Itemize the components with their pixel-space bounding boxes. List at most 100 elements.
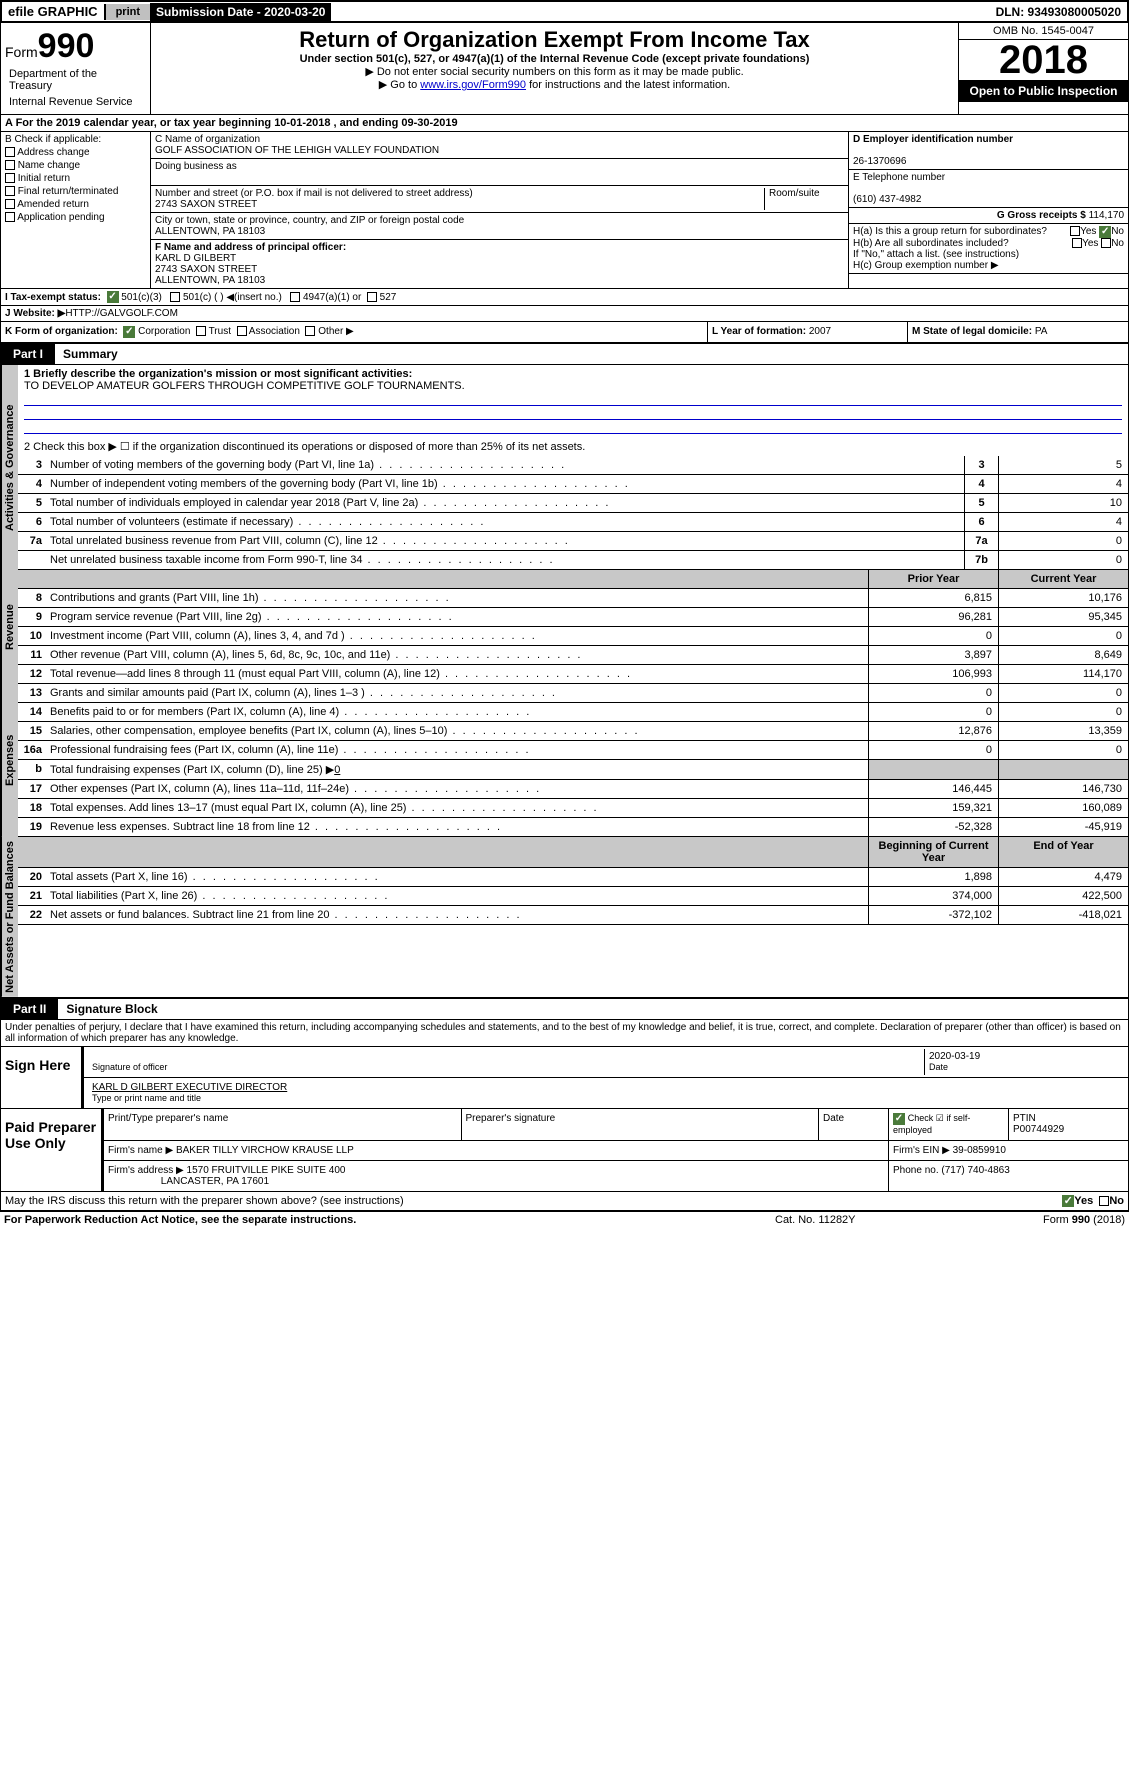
ein: 26-1370696 bbox=[853, 156, 906, 167]
discuss-yes-checkbox[interactable]: ✓ bbox=[1062, 1195, 1074, 1207]
goto-note: ▶ Go to www.irs.gov/Form990 for instruct… bbox=[155, 78, 954, 91]
section-a-dates: A For the 2019 calendar year, or tax yea… bbox=[0, 114, 1129, 132]
end-year-header: End of Year bbox=[998, 837, 1128, 867]
table-row: 18 Total expenses. Add lines 13–17 (must… bbox=[18, 799, 1128, 818]
org-name: GOLF ASSOCIATION OF THE LEHIGH VALLEY FO… bbox=[155, 145, 844, 156]
table-row: 9 Program service revenue (Part VIII, li… bbox=[18, 608, 1128, 627]
row-k: K Form of organization: ✓ Corporation Tr… bbox=[0, 322, 1129, 343]
table-row: 20 Total assets (Part X, line 16) 1,898 … bbox=[18, 868, 1128, 887]
paid-preparer-label: Paid Preparer Use Only bbox=[1, 1109, 101, 1191]
part1-body: Activities & Governance 1 Briefly descri… bbox=[0, 365, 1129, 570]
org-city: ALLENTOWN, PA 18103 bbox=[155, 226, 844, 237]
501c-checkbox[interactable] bbox=[170, 292, 180, 302]
firm-address: 1570 FRUITVILLE PIKE SUITE 400 bbox=[187, 1165, 346, 1176]
col-right: D Employer identification number 26-1370… bbox=[848, 132, 1128, 288]
dln: DLN: 93493080005020 bbox=[990, 3, 1127, 21]
efile-label: efile GRAPHIC bbox=[2, 2, 104, 21]
dept-irs: Internal Revenue Service bbox=[5, 94, 146, 110]
ptin: P00744929 bbox=[1013, 1124, 1064, 1135]
prior-year-header: Prior Year bbox=[868, 570, 998, 588]
sig-date: 2020-03-19 bbox=[929, 1051, 980, 1062]
table-row: Net unrelated business taxable income fr… bbox=[18, 551, 1128, 570]
firm-name: BAKER TILLY VIRCHOW KRAUSE LLP bbox=[176, 1145, 354, 1156]
telephone: (610) 437-4982 bbox=[853, 194, 921, 205]
org-info-block: B Check if applicable: Address change Na… bbox=[0, 132, 1129, 289]
current-year-header: Current Year bbox=[998, 570, 1128, 588]
part1-netassets: Net Assets or Fund Balances Beginning of… bbox=[0, 837, 1129, 998]
table-row: 5 Total number of individuals employed i… bbox=[18, 494, 1128, 513]
hb-no-checkbox[interactable] bbox=[1101, 238, 1111, 248]
table-row: 14 Benefits paid to or for members (Part… bbox=[18, 703, 1128, 722]
hb-yes-checkbox[interactable] bbox=[1072, 238, 1082, 248]
table-row: 17 Other expenses (Part IX, column (A), … bbox=[18, 780, 1128, 799]
website-url: HTTP://GALVGOLF.COM bbox=[65, 308, 178, 319]
ha-yes-checkbox[interactable] bbox=[1070, 226, 1080, 236]
ssn-note: ▶ Do not enter social security numbers o… bbox=[155, 65, 954, 78]
other-checkbox[interactable] bbox=[305, 326, 315, 336]
initial-return-checkbox[interactable] bbox=[5, 173, 15, 183]
vert-revenue: Revenue bbox=[1, 570, 18, 684]
beg-year-header: Beginning of Current Year bbox=[868, 837, 998, 867]
irs-link[interactable]: www.irs.gov/Form990 bbox=[420, 79, 526, 91]
527-checkbox[interactable] bbox=[367, 292, 377, 302]
officer-printed-name: KARL D GILBERT EXECUTIVE DIRECTOR bbox=[92, 1082, 287, 1093]
table-row: 16a Professional fundraising fees (Part … bbox=[18, 741, 1128, 760]
corp-checkbox[interactable]: ✓ bbox=[123, 326, 135, 338]
table-row: 4 Number of independent voting members o… bbox=[18, 475, 1128, 494]
app-pending-checkbox[interactable] bbox=[5, 212, 15, 222]
4947-checkbox[interactable] bbox=[290, 292, 300, 302]
table-row: 11 Other revenue (Part VIII, column (A),… bbox=[18, 646, 1128, 665]
self-employed-checkbox[interactable]: ✓ bbox=[893, 1113, 905, 1125]
table-row: 3 Number of voting members of the govern… bbox=[18, 456, 1128, 475]
col-b-checkboxes: B Check if applicable: Address change Na… bbox=[1, 132, 151, 288]
address-change-checkbox[interactable] bbox=[5, 147, 15, 157]
discuss-no-checkbox[interactable] bbox=[1099, 1196, 1109, 1206]
table-row: 8 Contributions and grants (Part VIII, l… bbox=[18, 589, 1128, 608]
form-number: Form990 bbox=[5, 27, 146, 66]
table-row: 7a Total unrelated business revenue from… bbox=[18, 532, 1128, 551]
final-return-checkbox[interactable] bbox=[5, 186, 15, 196]
name-change-checkbox[interactable] bbox=[5, 160, 15, 170]
table-row: 15 Salaries, other compensation, employe… bbox=[18, 722, 1128, 741]
gross-receipts: 114,170 bbox=[1089, 210, 1124, 221]
part1-revenue: Revenue Prior Year Current Year 8 Contri… bbox=[0, 570, 1129, 684]
form-header: Form990 Department of the Treasury Inter… bbox=[0, 23, 1129, 114]
trust-checkbox[interactable] bbox=[196, 326, 206, 336]
top-bar: efile GRAPHIC print Submission Date - 20… bbox=[0, 0, 1129, 23]
mission-text: TO DEVELOP AMATEUR GOLFERS THROUGH COMPE… bbox=[24, 380, 465, 392]
page-footer: For Paperwork Reduction Act Notice, see … bbox=[0, 1211, 1129, 1228]
org-address: 2743 SAXON STREET bbox=[155, 199, 764, 210]
part1-expenses: Expenses 13 Grants and similar amounts p… bbox=[0, 684, 1129, 837]
table-row: 6 Total number of volunteers (estimate i… bbox=[18, 513, 1128, 532]
amended-checkbox[interactable] bbox=[5, 199, 15, 209]
dept-treasury: Department of the Treasury bbox=[5, 66, 146, 94]
table-row: 10 Investment income (Part VIII, column … bbox=[18, 627, 1128, 646]
firm-phone: (717) 740-4863 bbox=[941, 1165, 1009, 1176]
officer-name: KARL D GILBERT bbox=[155, 253, 844, 264]
vert-netassets: Net Assets or Fund Balances bbox=[1, 837, 18, 997]
row-i-tax-status: I Tax-exempt status: ✓ 501(c)(3) 501(c) … bbox=[0, 289, 1129, 306]
part1-header: Part I Summary bbox=[0, 343, 1129, 365]
firm-ein: 39-0859910 bbox=[953, 1145, 1006, 1156]
state-domicile: PA bbox=[1035, 326, 1048, 337]
open-public-badge: Open to Public Inspection bbox=[959, 80, 1128, 102]
signature-block: Sign Here Signature of officer 2020-03-1… bbox=[0, 1046, 1129, 1192]
form-subtitle: Under section 501(c), 527, or 4947(a)(1)… bbox=[155, 53, 954, 65]
table-row: 13 Grants and similar amounts paid (Part… bbox=[18, 684, 1128, 703]
year-formation: 2007 bbox=[809, 326, 831, 337]
col-c-org: C Name of organization GOLF ASSOCIATION … bbox=[151, 132, 848, 288]
submission-date-label: Submission Date - 2020-03-20 bbox=[150, 3, 331, 21]
perjury-statement: Under penalties of perjury, I declare th… bbox=[0, 1020, 1129, 1046]
table-row: 19 Revenue less expenses. Subtract line … bbox=[18, 818, 1128, 837]
vert-expenses: Expenses bbox=[1, 684, 18, 837]
501c3-checkbox[interactable]: ✓ bbox=[107, 291, 119, 303]
assoc-checkbox[interactable] bbox=[237, 326, 247, 336]
print-button[interactable]: print bbox=[104, 4, 150, 20]
discuss-row: May the IRS discuss this return with the… bbox=[0, 1192, 1129, 1211]
ha-no-checkbox[interactable]: ✓ bbox=[1099, 226, 1111, 238]
sign-here-label: Sign Here bbox=[1, 1047, 81, 1108]
vert-governance: Activities & Governance bbox=[1, 365, 18, 570]
table-row: 21 Total liabilities (Part X, line 26) 3… bbox=[18, 887, 1128, 906]
form-title: Return of Organization Exempt From Incom… bbox=[155, 27, 954, 53]
table-row: 22 Net assets or fund balances. Subtract… bbox=[18, 906, 1128, 925]
